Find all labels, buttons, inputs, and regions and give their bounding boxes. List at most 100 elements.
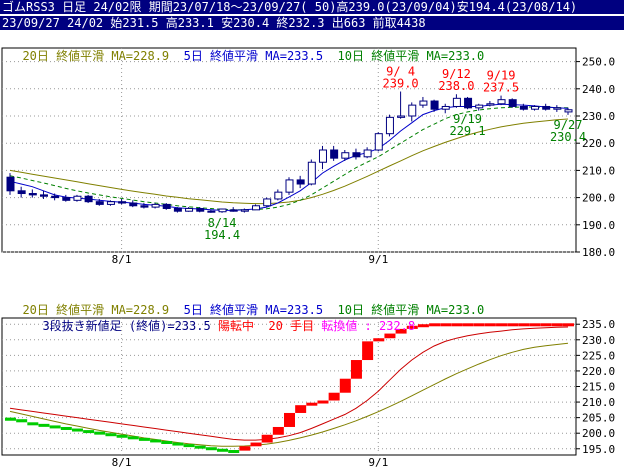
candle-body <box>240 209 249 212</box>
candle-body <box>263 198 272 207</box>
ma20-line <box>9 118 569 205</box>
sub-legend-ma20: 20日 終値平滑 MA=228.9 <box>22 303 170 317</box>
candle-body <box>140 205 149 208</box>
y-tick-label: 200.0 <box>582 192 615 205</box>
annotation-high-value: 239.0 <box>383 77 419 91</box>
candle-body <box>73 195 82 201</box>
annotation-high-date: 9/ 4 <box>386 65 415 79</box>
annotation-high-value: 238.0 <box>438 79 474 93</box>
brick-up <box>563 323 574 327</box>
brick-up <box>406 325 418 329</box>
candle-body <box>185 207 194 212</box>
legend-ma5: 5日 終値平滑 MA=233.5 <box>183 49 324 63</box>
candle-body <box>296 179 305 185</box>
annotation-low-value: 229.1 <box>449 124 485 138</box>
candle-body <box>218 208 227 213</box>
candle-body <box>173 207 182 212</box>
brick-up <box>328 392 340 401</box>
x-tick-label: 8/1 <box>112 253 132 266</box>
brick-up <box>306 402 318 406</box>
y-tick-label: 195.0 <box>582 443 615 456</box>
brick-up <box>395 328 407 334</box>
candle-body <box>17 190 26 195</box>
candle-body <box>129 202 138 207</box>
candle-body <box>151 203 160 208</box>
candle-body <box>553 107 562 110</box>
brick-down <box>150 439 162 443</box>
brick-up <box>317 400 329 404</box>
annotation-low-date: 9/19 <box>453 112 482 126</box>
candle-body <box>419 100 428 106</box>
brick-up <box>284 412 295 427</box>
legend-ma10: 10日 終値平滑 MA=233.0 <box>337 49 485 63</box>
brick-up <box>484 323 496 327</box>
candle-body <box>39 194 48 197</box>
brick-up <box>518 323 530 327</box>
y-tick-label: 220.0 <box>582 365 615 378</box>
brick-down <box>127 436 139 440</box>
annotation-low-value: 194.4 <box>204 228 240 242</box>
y-tick-label: 215.0 <box>582 381 615 394</box>
candle-body <box>62 197 71 201</box>
brick-up <box>373 338 385 342</box>
tlb-close-label: 3段抜き新値足 (終値)=233.5 <box>42 319 211 333</box>
brick-up <box>507 323 519 327</box>
brick-down <box>38 423 50 427</box>
brick-down <box>5 417 16 421</box>
brick-up <box>250 442 262 447</box>
candle-body <box>207 210 216 213</box>
brick-down <box>116 434 128 438</box>
three-line-break-info: 3段抜き新値足 (終値)=233.5 陽転中 20 手目 転換値 : 232.8 <box>28 303 415 334</box>
candle-body <box>486 103 495 106</box>
x-tick-label: 8/1 <box>112 456 132 469</box>
candle-body <box>464 97 473 109</box>
candle-body <box>341 152 350 159</box>
brick-up <box>473 323 485 327</box>
tlb-status-label: 陽転中 <box>217 319 254 333</box>
tlb-upper-line <box>9 326 569 441</box>
candle-body <box>363 149 372 158</box>
header-line-1: ゴムRSS3 日足 24/02限 期間23/07/18～23/09/27( 50… <box>0 0 624 14</box>
candle-body <box>352 152 361 158</box>
brick-up <box>261 434 273 443</box>
brick-up <box>440 323 452 327</box>
brick-up <box>384 333 396 339</box>
candle-body <box>28 193 37 196</box>
candle-body <box>307 161 316 185</box>
brick-down <box>172 442 184 446</box>
header-line-2: 23/09/27 24/02 始231.5 高233.1 安230.4 終232… <box>0 16 624 30</box>
candle-body <box>118 201 127 204</box>
x-tick-label: 9/1 <box>368 456 388 469</box>
brick-up <box>417 324 429 328</box>
candle-body <box>196 207 205 212</box>
brick-up <box>529 323 541 327</box>
candle-body <box>397 115 406 118</box>
candle-body <box>519 105 528 110</box>
annotation-low-date: 8/14 <box>208 216 237 230</box>
annotation-high-date: 9/12 <box>442 67 471 81</box>
candle-body <box>441 105 450 110</box>
ma10-line <box>9 106 569 211</box>
sub-legend-ma5: 5日 終値平滑 MA=233.5 <box>183 303 324 317</box>
y-tick-label: 230.0 <box>582 110 615 123</box>
brick-up <box>451 323 463 327</box>
candle-body <box>385 116 394 135</box>
annotation-low-value: 230.4 <box>550 130 586 144</box>
sub-plot-frame <box>1 317 577 456</box>
candle-body <box>252 205 261 211</box>
annotation-high-date: 9/19 <box>487 69 516 83</box>
y-tick-label: 225.0 <box>582 349 615 362</box>
main-plot-frame <box>1 47 577 253</box>
brick-down <box>205 447 217 451</box>
brick-up <box>272 426 284 435</box>
brick-down <box>49 425 61 429</box>
y-tick-label: 250.0 <box>582 56 615 69</box>
y-tick-label: 180.0 <box>582 246 615 259</box>
candle-body <box>318 149 327 163</box>
tlb-lower-line <box>9 342 569 447</box>
candle-body <box>542 105 551 110</box>
brick-up <box>540 323 552 327</box>
y-tick-label: 190.0 <box>582 219 615 232</box>
brick-down <box>217 448 229 452</box>
y-tick-label: 220.0 <box>582 137 615 150</box>
